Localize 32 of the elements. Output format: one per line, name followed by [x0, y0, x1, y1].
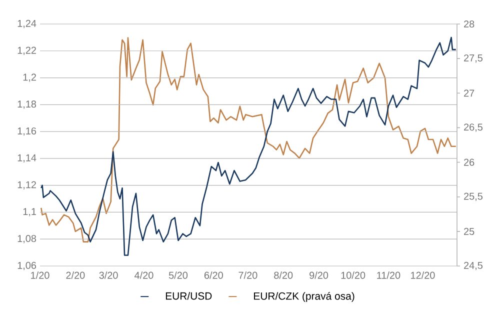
y2-tick-label: 27: [464, 90, 474, 97]
x-tick-label: 10/20: [341, 272, 366, 279]
y-tick-label: 1,14: [18, 154, 36, 163]
y-tick-label: 1,16: [18, 127, 36, 136]
y-tick-label: 1,18: [18, 100, 36, 109]
x-tick-label: 12/20: [411, 272, 435, 279]
y-tick-label: 1,2: [23, 74, 36, 82]
y-tick-label: 1,12: [18, 181, 36, 190]
y2-tick-label: 26: [464, 158, 474, 166]
x-tick-label: 2/20: [66, 272, 85, 279]
y-tick-label: 1,22: [18, 46, 36, 56]
y2-tick-label: 25,5: [464, 192, 482, 201]
legend-label: EUR/USD: [166, 292, 212, 300]
x-tick-label: 5/20: [168, 272, 188, 279]
x-tick-label: 6/20: [204, 272, 223, 279]
y2-tick-label: 28: [464, 20, 474, 28]
x-tick-label: 9/20: [310, 272, 328, 279]
y2-tick-label: 25: [464, 228, 474, 235]
legend-label: EUR/CZK (pravá osa): [254, 292, 354, 302]
y-tick-label: 1,08: [18, 235, 36, 244]
x-tick-label: 7/20: [238, 272, 258, 279]
y2-tick-label: 24,5: [464, 262, 482, 270]
x-tick-label: 3/20: [99, 272, 118, 279]
y2-tick-label: 26,5: [464, 124, 482, 132]
x-tick-label: 1/20: [31, 272, 50, 279]
x-tick-label: 11/20: [377, 272, 400, 279]
y-tick-label: 1,24: [18, 20, 36, 28]
y-tick-label: 1,06: [18, 262, 36, 270]
x-tick-label: 8/20: [274, 272, 293, 279]
x-tick-label: 4/20: [134, 272, 154, 279]
y-tick-label: 1,1: [23, 208, 36, 216]
y2-tick-label: 27,5: [464, 54, 482, 63]
